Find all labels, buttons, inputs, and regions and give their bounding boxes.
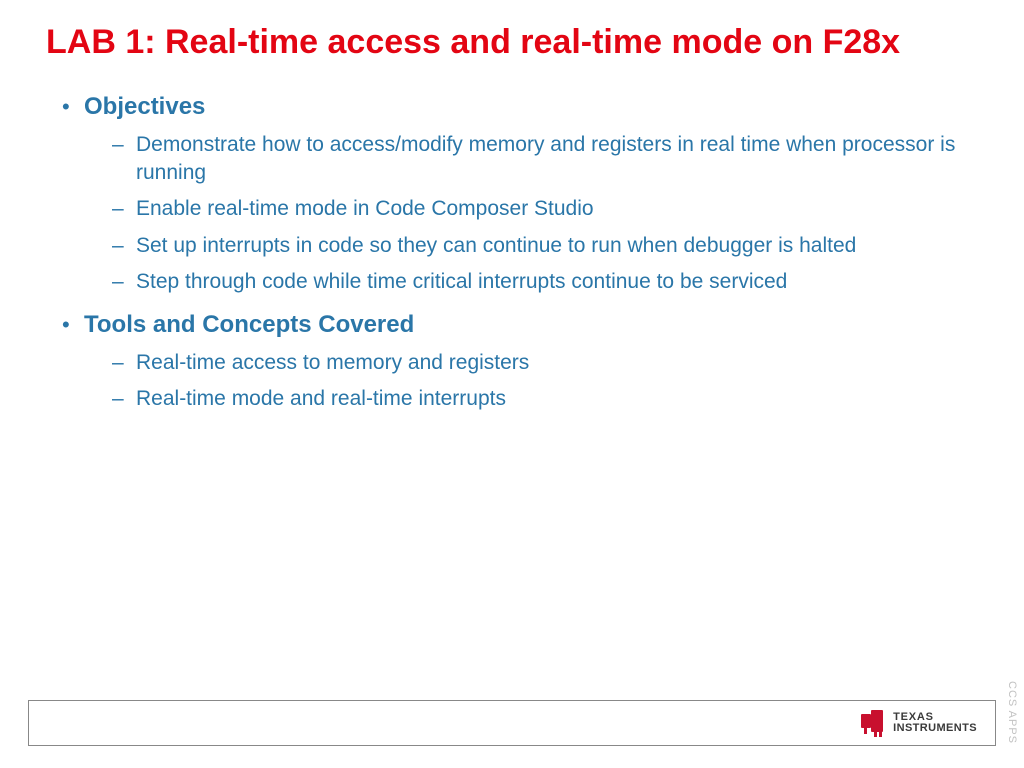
ti-logo: TEXAS INSTRUMENTS [859, 708, 977, 738]
list-item: –Real-time mode and real-time interrupts [112, 385, 978, 413]
dash-icon: – [112, 385, 136, 413]
section-label: Objectives [84, 93, 205, 121]
section-objectives: • Objectives –Demonstrate how to access/… [62, 93, 978, 297]
section-head: • Objectives [62, 93, 978, 121]
list-item: –Step through code while time critical i… [112, 268, 978, 296]
sub-list: –Real-time access to memory and register… [62, 349, 978, 414]
section-head: • Tools and Concepts Covered [62, 311, 978, 339]
side-label: CCS APPS [1006, 681, 1018, 744]
item-text: Demonstrate how to access/modify memory … [136, 131, 978, 188]
section-tools: • Tools and Concepts Covered –Real-time … [62, 311, 978, 414]
list-item: –Enable real-time mode in Code Composer … [112, 195, 978, 223]
brand-line-2: INSTRUMENTS [893, 723, 977, 734]
section-label: Tools and Concepts Covered [84, 311, 414, 339]
dash-icon: – [112, 195, 136, 223]
bullet-icon: • [62, 314, 84, 336]
item-text: Set up interrupts in code so they can co… [136, 232, 978, 260]
sub-list: –Demonstrate how to access/modify memory… [62, 131, 978, 297]
list-item: –Real-time access to memory and register… [112, 349, 978, 377]
ti-logo-text: TEXAS INSTRUMENTS [893, 712, 977, 734]
ti-chip-icon [859, 708, 887, 738]
item-text: Real-time mode and real-time interrupts [136, 385, 978, 413]
list-item: –Demonstrate how to access/modify memory… [112, 131, 978, 188]
dash-icon: – [112, 232, 136, 260]
slide-title: LAB 1: Real-time access and real-time mo… [46, 22, 978, 63]
item-text: Step through code while time critical in… [136, 268, 978, 296]
dash-icon: – [112, 349, 136, 377]
content-list: • Objectives –Demonstrate how to access/… [46, 93, 978, 413]
item-text: Real-time access to memory and registers [136, 349, 978, 377]
item-text: Enable real-time mode in Code Composer S… [136, 195, 978, 223]
dash-icon: – [112, 131, 136, 159]
bullet-icon: • [62, 96, 84, 118]
footer-bar: TEXAS INSTRUMENTS [28, 700, 996, 746]
list-item: –Set up interrupts in code so they can c… [112, 232, 978, 260]
dash-icon: – [112, 268, 136, 296]
slide: LAB 1: Real-time access and real-time mo… [0, 0, 1024, 768]
